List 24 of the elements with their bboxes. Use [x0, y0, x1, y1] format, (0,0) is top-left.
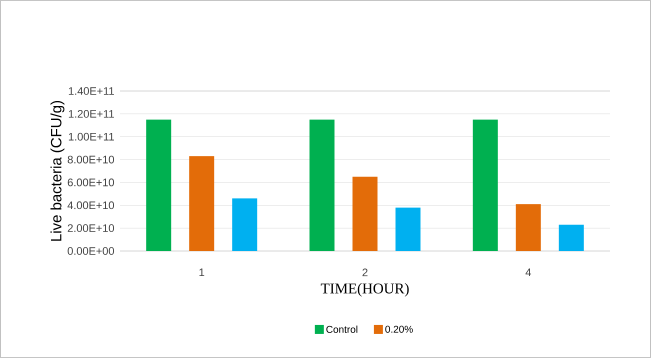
bar [310, 120, 334, 251]
y-tick-label: 1.00E+11 [68, 132, 114, 141]
bar [558, 224, 584, 251]
y-tick-label: 2.00E+10 [68, 224, 114, 232]
bar [232, 198, 258, 251]
y-axis-title: Live bacteria (CFU/g) [50, 100, 64, 241]
y-tick-label: 0.00E+00 [68, 247, 114, 255]
bar [396, 208, 421, 251]
legend-label: 0.20% [385, 326, 413, 333]
y-tick-label: 4.00E+10 [68, 201, 114, 210]
bar [189, 156, 214, 251]
x-tick-label: 1 [199, 268, 204, 276]
x-tick-label: 2 [362, 268, 368, 276]
y-tick-label: 1.20E+11 [68, 110, 114, 118]
x-axis-title: TIME(HOUR) [320, 283, 409, 297]
y-tick-label: 8.00E+10 [68, 156, 114, 164]
x-tick-label: 4 [526, 268, 532, 276]
legend-label: Control [326, 326, 358, 333]
bar [146, 120, 172, 251]
bar [352, 176, 378, 251]
y-tick-label: 1.40E+11 [68, 87, 114, 95]
y-tick-label: 6.00E+10 [68, 178, 114, 186]
bar [516, 204, 541, 251]
bar [472, 120, 498, 251]
